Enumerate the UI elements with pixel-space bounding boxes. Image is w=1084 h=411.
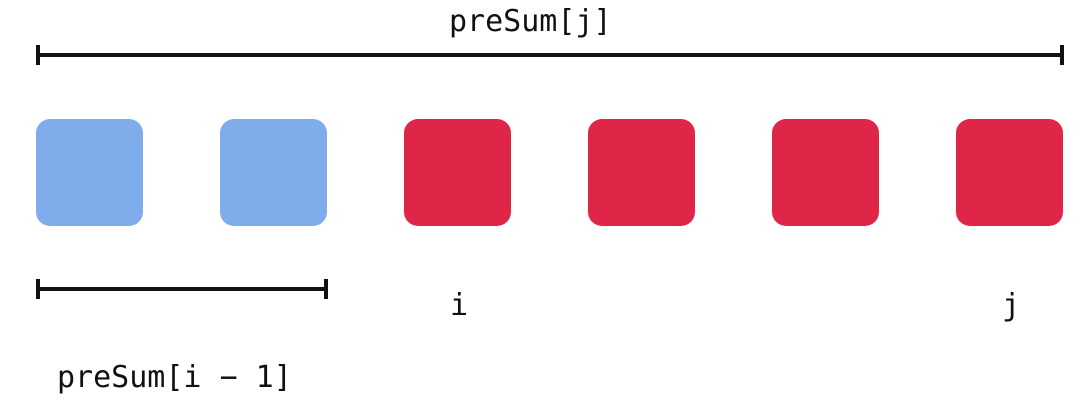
index-i-label: i	[450, 288, 469, 323]
array-cell-blue	[220, 119, 327, 226]
top-bracket	[36, 45, 1064, 65]
bottom-label: preSum[i − 1]	[57, 360, 292, 395]
bracket-cap	[324, 279, 328, 299]
bracket-bar	[36, 53, 1064, 57]
array-cell-red	[956, 119, 1063, 226]
array-cell-red	[404, 119, 511, 226]
bracket-cap	[1060, 45, 1064, 65]
array-cell-blue	[36, 119, 143, 226]
index-j-label: j	[1002, 288, 1021, 323]
top-label: preSum[j]	[449, 4, 612, 39]
array-cell-red	[588, 119, 695, 226]
array-cell-red	[772, 119, 879, 226]
bottom-bracket	[36, 279, 328, 299]
bracket-bar	[36, 287, 328, 291]
